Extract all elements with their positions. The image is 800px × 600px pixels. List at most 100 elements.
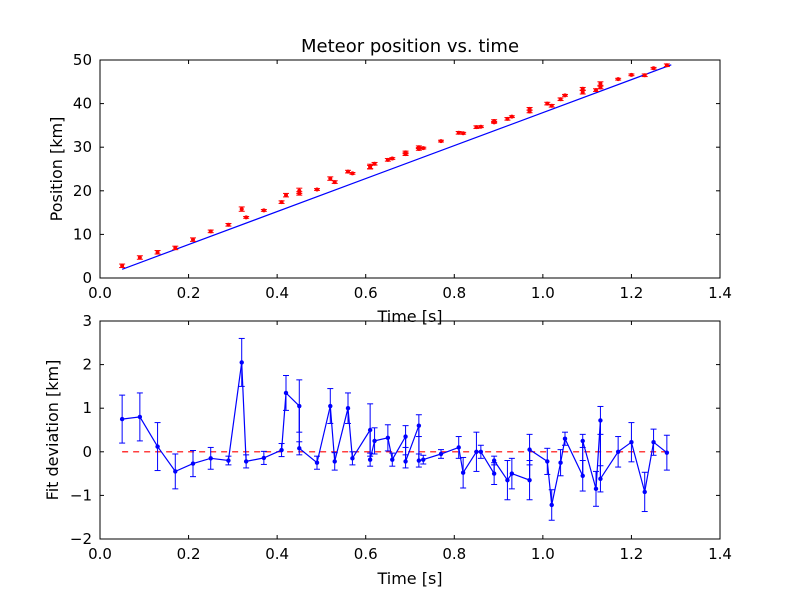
x-tick-label: 1.4 [708, 545, 732, 563]
position-point [474, 125, 479, 130]
position-point [598, 81, 603, 86]
position-point [598, 85, 603, 90]
deviation-point [615, 449, 621, 454]
x-tick-label: 0.4 [265, 284, 289, 302]
deviation-point [642, 489, 647, 495]
position-point [421, 146, 426, 151]
deviation-point [558, 460, 563, 465]
position-plot-area [119, 63, 672, 270]
y-tick-label: −2 [70, 530, 92, 548]
deviation-point [297, 403, 302, 409]
position-point [279, 200, 284, 205]
position-point [120, 263, 125, 268]
y-tick-label: 0 [82, 269, 92, 287]
position-point [509, 114, 514, 119]
x-tick-label: 0.6 [354, 545, 378, 563]
position-point [651, 66, 656, 71]
deviation-axes-frame [99, 320, 721, 540]
deviation-point [173, 469, 178, 474]
position-point [372, 161, 377, 166]
deviation-point [155, 444, 160, 449]
position-point [368, 165, 373, 170]
deviation-point [474, 449, 479, 454]
position-point [403, 150, 408, 155]
chart-title: Meteor position vs. time [301, 36, 519, 57]
deviation-point [549, 502, 554, 508]
y-tick-label: 10 [73, 225, 92, 243]
position-point [629, 72, 634, 77]
position-point [478, 124, 483, 129]
deviation-point [283, 390, 289, 396]
position-point [350, 171, 355, 176]
position-ticks: 0.0 0.2 0.4 0.6 0.8 1.0 1.2 1.4 0 10 20 30 40 50 [73, 51, 732, 302]
deviation-point [137, 414, 143, 420]
position-point [315, 187, 319, 192]
deviation-point [385, 435, 391, 441]
x-tick-label: 1.2 [619, 545, 643, 563]
x-tick-label: 0.0 [88, 545, 112, 563]
deviation-point [390, 457, 395, 462]
y-tick-label: 20 [73, 182, 92, 200]
deviation-point [664, 450, 670, 455]
x-tick-label: 0.8 [442, 284, 466, 302]
deviation-point [403, 434, 408, 439]
position-point [137, 255, 142, 260]
deviation-point [527, 447, 532, 452]
deviation-point [261, 455, 267, 461]
position-point [385, 157, 390, 162]
position-point [328, 176, 333, 181]
deviation-point [527, 477, 532, 483]
position-point [208, 229, 213, 234]
fit-line [121, 64, 672, 270]
position-point [594, 88, 598, 93]
x-tick-label: 0.2 [177, 545, 201, 563]
y-tick-label: 30 [73, 138, 92, 156]
deviation-chart: 0.0 0.2 0.4 0.6 0.8 1.0 1.2 1.4 −2 −1 0 1 2 3 Time [s… [43, 312, 732, 588]
deviation-point [629, 440, 634, 445]
position-point [173, 245, 178, 250]
position-point [616, 77, 621, 82]
deviation-point [580, 473, 585, 478]
deviation-point [651, 440, 656, 445]
x-tick-label: 1.2 [619, 284, 643, 302]
position-point [492, 120, 497, 125]
y-tick-label: 40 [73, 95, 92, 113]
deviation-point [438, 451, 444, 457]
deviation-point [505, 477, 510, 483]
deviation-plot-area [119, 337, 672, 521]
deviation-point [243, 459, 249, 464]
deviation-point [208, 456, 213, 461]
deviation-point [416, 458, 422, 463]
deviation-point [226, 458, 231, 463]
position-y-axis-label: Position [km] [47, 117, 66, 222]
position-point [261, 208, 266, 213]
deviation-point [367, 427, 373, 433]
deviation-point [491, 458, 497, 463]
position-point [505, 116, 510, 121]
deviation-point [279, 447, 284, 453]
deviation-point [562, 436, 568, 441]
position-axes-frame [99, 59, 721, 279]
x-tick-label: 0.0 [88, 284, 112, 302]
x-tick-label: 0.6 [354, 284, 378, 302]
deviation-point [509, 471, 515, 476]
position-point [191, 237, 195, 242]
deviation-x-axis-label: Time [s] [376, 569, 442, 588]
deviation-point [598, 476, 603, 482]
deviation-point [580, 438, 585, 444]
position-point [390, 156, 395, 161]
y-tick-label: 3 [82, 312, 92, 330]
deviation-point [403, 459, 408, 464]
deviation-point [239, 360, 244, 365]
position-point [642, 73, 647, 78]
y-tick-label: −1 [70, 486, 92, 504]
deviation-point [328, 403, 333, 409]
position-point [563, 93, 567, 98]
position-point [332, 180, 337, 185]
position-point [558, 97, 563, 102]
deviation-point [456, 445, 461, 450]
position-point [239, 207, 244, 212]
x-tick-label: 1.0 [531, 545, 555, 563]
